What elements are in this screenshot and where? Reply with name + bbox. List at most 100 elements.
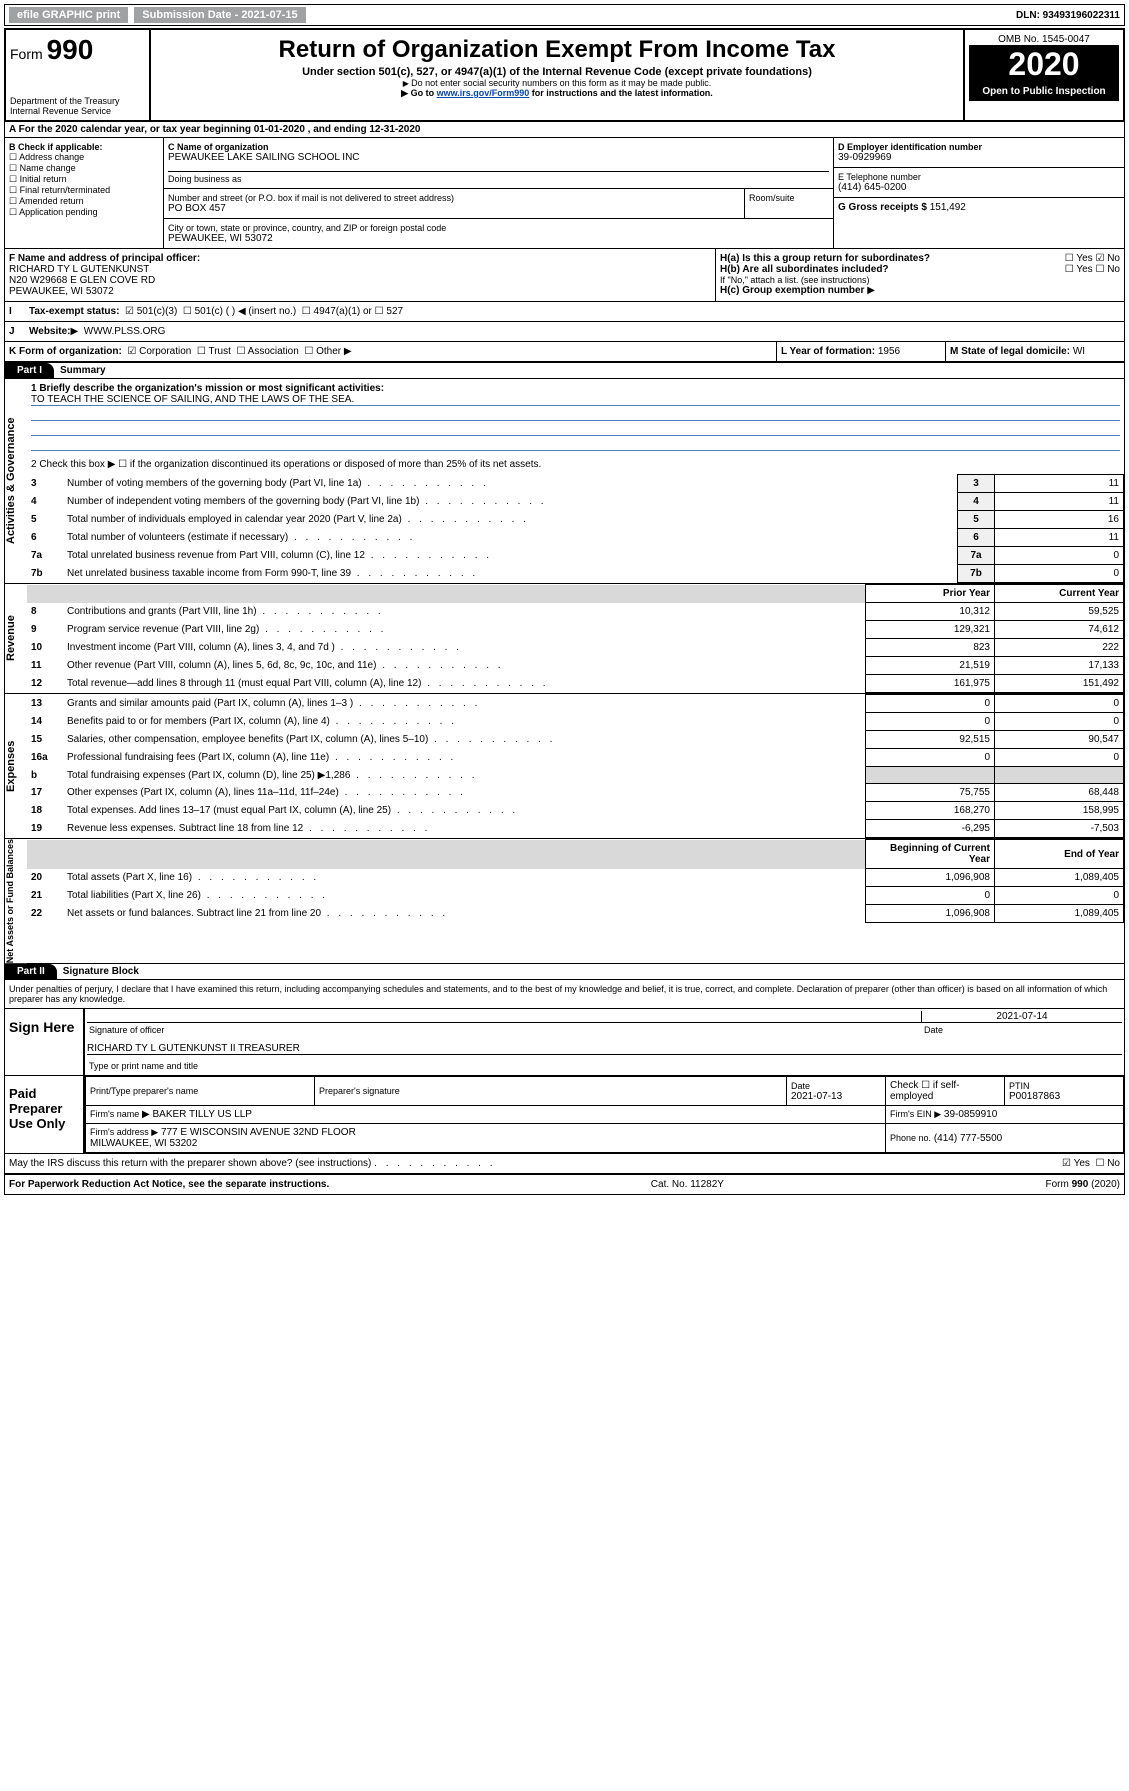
omb-year-cell: OMB No. 1545-0047 2020 Open to Public In…: [964, 29, 1124, 121]
chk-amended-return[interactable]: Amended return: [9, 196, 159, 207]
omb-number: OMB No. 1545-0047: [969, 34, 1119, 46]
firm-addr-label: Firm's address ▶: [90, 1127, 158, 1137]
col-end-year: End of Year: [995, 840, 1124, 869]
prep-date-label: Date: [791, 1081, 881, 1091]
tab-activities-governance: Activities & Governance: [5, 379, 27, 583]
phone-label: E Telephone number: [838, 172, 1120, 182]
state-domicile: WI: [1073, 346, 1085, 357]
city-state-zip: PEWAUKEE, WI 53072: [168, 233, 829, 244]
chk-initial-return[interactable]: Initial return: [9, 174, 159, 185]
chk-527[interactable]: 527: [375, 306, 403, 317]
dept-treasury: Department of the Treasury Internal Reve…: [10, 96, 145, 116]
paperwork-notice: For Paperwork Reduction Act Notice, see …: [9, 1179, 329, 1190]
state-domicile-label: M State of legal domicile:: [950, 346, 1070, 357]
irs-link[interactable]: www.irs.gov/Form990: [437, 88, 530, 98]
firm-name: BAKER TILLY US LLP: [152, 1109, 252, 1120]
dln-label: DLN: 93493196022311: [1016, 10, 1120, 21]
chk-trust[interactable]: Trust: [197, 346, 231, 357]
prep-name-label: Print/Type preparer's name: [90, 1086, 310, 1096]
part2-title: Signature Block: [57, 966, 139, 977]
firm-name-label: Firm's name: [90, 1109, 139, 1119]
tax-year-range: For the 2020 calendar year, or tax year …: [19, 124, 421, 135]
col-beginning-year: Beginning of Current Year: [866, 840, 995, 869]
checkbox-column-b: B Check if applicable: Address change Na…: [5, 138, 164, 248]
form-footer: Form 990 (2020): [1046, 1179, 1121, 1190]
chk-501c3[interactable]: 501(c)(3): [125, 306, 177, 317]
subtitle: Under section 501(c), 527, or 4947(a)(1)…: [155, 66, 959, 78]
chk-corporation[interactable]: Corporation: [127, 346, 191, 357]
gross-receipts-label: G Gross receipts $: [838, 202, 927, 213]
tax-year: 2020: [1008, 46, 1079, 82]
tab-expenses: Expenses: [5, 694, 27, 838]
paid-preparer-label: Paid Preparer Use Only: [5, 1076, 83, 1153]
chk-association[interactable]: Association: [236, 346, 298, 357]
year-formation-label: L Year of formation:: [781, 346, 875, 357]
org-name-label: C Name of organization: [168, 142, 829, 152]
efile-graphic-btn[interactable]: efile GRAPHIC print: [9, 7, 128, 23]
discuss-irs-label: May the IRS discuss this return with the…: [9, 1158, 371, 1169]
officer-signature-name: RICHARD TY L GUTENKUNST II TREASURER: [87, 1043, 300, 1054]
mission-label: 1 Briefly describe the organization's mi…: [31, 383, 1120, 394]
efile-topbar: efile GRAPHIC print Submission Date - 20…: [4, 4, 1125, 26]
hb-label: H(b) Are all subordinates included?: [720, 264, 889, 275]
section-a: A For the 2020 calendar year, or tax yea…: [5, 121, 1124, 137]
tax-exempt-label: Tax-exempt status:: [29, 306, 119, 317]
net-assets-table: Beginning of Current YearEnd of Year 20T…: [27, 839, 1124, 923]
chk-address-change[interactable]: Address change: [9, 152, 159, 163]
form-org-label: K Form of organization:: [9, 346, 122, 357]
form-id-cell: Form 990 Department of the Treasury Inte…: [5, 29, 150, 121]
chk-501c[interactable]: 501(c) ( ) ◀ (insert no.): [183, 306, 296, 317]
firm-ein-label: Firm's EIN ▶: [890, 1109, 941, 1119]
open-to-public: Open to Public Inspection: [969, 82, 1119, 101]
chk-final-return[interactable]: Final return/terminated: [9, 185, 159, 196]
self-employed-check[interactable]: Check ☐ if self-employed: [886, 1077, 1005, 1106]
signature-date: 2021-07-14: [922, 1011, 1122, 1022]
hb-no[interactable]: No: [1095, 264, 1120, 275]
form-label: Form: [10, 46, 43, 62]
hb-yes[interactable]: Yes: [1065, 264, 1093, 275]
q2-discontinued: 2 Check this box ▶ ☐ if the organization…: [27, 455, 1124, 474]
col-current-year: Current Year: [995, 585, 1124, 603]
discuss-no[interactable]: No: [1095, 1158, 1120, 1169]
form-990-number: 990: [47, 34, 94, 65]
ein-label: D Employer identification number: [838, 142, 1120, 152]
website-label: Website:: [29, 326, 71, 337]
ha-label: H(a) Is this a group return for subordin…: [720, 253, 930, 264]
goto-pre: Go to: [411, 88, 437, 98]
prep-sig-label: Preparer's signature: [319, 1086, 782, 1096]
firm-ein: 39-0859910: [944, 1109, 997, 1120]
mission-text: TO TEACH THE SCIENCE OF SAILING, AND THE…: [31, 394, 1120, 406]
gross-receipts-value: 151,492: [930, 202, 966, 213]
part1-header: Part I: [5, 363, 54, 378]
officer-addr1: N20 W29668 E GLEN COVE RD: [9, 275, 711, 286]
ha-yes[interactable]: Yes: [1065, 253, 1093, 264]
principal-officer: F Name and address of principal officer:…: [5, 249, 716, 301]
addr-label: Number and street (or P.O. box if mail i…: [168, 193, 740, 203]
firm-phone-label: Phone no.: [890, 1133, 931, 1143]
chk-other[interactable]: Other: [304, 346, 341, 357]
org-name: PEWAUKEE LAKE SAILING SCHOOL INC: [168, 152, 829, 163]
chk-application-pending[interactable]: Application pending: [9, 207, 159, 218]
perjury-declaration: Under penalties of perjury, I declare th…: [5, 980, 1124, 1008]
expenses-table: 13Grants and similar amounts paid (Part …: [27, 694, 1124, 838]
chk-4947[interactable]: 4947(a)(1) or: [302, 306, 372, 317]
city-label: City or town, state or province, country…: [168, 223, 829, 233]
ha-no[interactable]: No: [1095, 253, 1120, 264]
sign-here-label: Sign Here: [5, 1009, 83, 1075]
year-formation: 1956: [878, 346, 900, 357]
officer-label: F Name and address of principal officer:: [9, 253, 711, 264]
cat-number: Cat. No. 11282Y: [651, 1179, 724, 1190]
col-prior-year: Prior Year: [866, 585, 995, 603]
prep-date: 2021-07-13: [791, 1091, 881, 1102]
colb-label: B Check if applicable:: [9, 142, 159, 152]
part1-title: Summary: [54, 365, 106, 376]
type-print-label: Type or print name and title: [85, 1057, 1124, 1075]
officer-name: RICHARD TY L GUTENKUNST: [9, 264, 711, 275]
tab-revenue: Revenue: [5, 584, 27, 693]
ssn-note: Do not enter social security numbers on …: [155, 78, 959, 88]
discuss-yes[interactable]: Yes: [1062, 1158, 1090, 1169]
date-label: Date: [924, 1025, 1124, 1035]
chk-name-change[interactable]: Name change: [9, 163, 159, 174]
hc-label: H(c) Group exemption number: [720, 285, 864, 296]
revenue-table: Prior YearCurrent Year 8Contributions an…: [27, 584, 1124, 693]
